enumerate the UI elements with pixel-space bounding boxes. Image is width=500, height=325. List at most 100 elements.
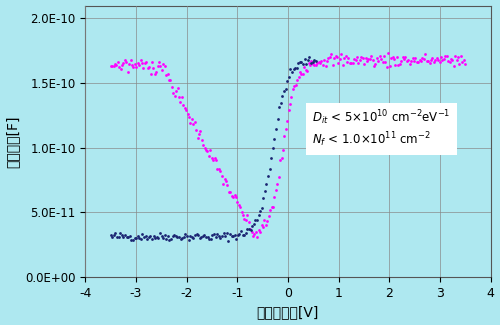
Point	[136, 57, 144, 62]
Point	[336, 56, 344, 61]
Point	[442, 54, 450, 59]
Point	[138, 61, 146, 66]
Point	[303, 68, 311, 73]
Point	[259, 225, 267, 230]
Point	[329, 62, 337, 68]
Point	[206, 148, 214, 153]
Point	[360, 61, 368, 67]
Point	[277, 100, 285, 106]
Point	[226, 189, 234, 194]
Point	[343, 59, 351, 65]
Point	[154, 235, 162, 240]
Point	[186, 121, 194, 126]
Point	[438, 57, 446, 62]
Point	[236, 205, 244, 210]
Point	[172, 89, 180, 94]
Point	[135, 63, 143, 68]
Point	[174, 85, 182, 90]
Point	[164, 233, 172, 239]
Point	[224, 182, 232, 187]
Point	[424, 58, 432, 63]
Point	[154, 64, 162, 69]
Point	[432, 55, 440, 60]
Point	[291, 65, 299, 70]
Point	[396, 62, 404, 67]
Point	[195, 132, 203, 137]
Point	[454, 55, 462, 60]
Point	[310, 58, 318, 63]
Point	[264, 214, 272, 219]
Point	[140, 234, 148, 240]
Point	[124, 235, 132, 240]
Point	[334, 60, 342, 66]
Point	[348, 60, 356, 65]
X-axis label: ゲート電圧[V]: ゲート電圧[V]	[256, 306, 319, 319]
Point	[138, 231, 146, 236]
Point	[292, 82, 300, 87]
Point	[170, 93, 178, 98]
Point	[390, 57, 398, 62]
Point	[204, 148, 212, 153]
Point	[304, 60, 312, 65]
Point	[167, 236, 175, 241]
Point	[230, 233, 238, 238]
Point	[198, 234, 205, 240]
Point	[324, 55, 332, 60]
Point	[122, 235, 130, 240]
Point	[108, 234, 116, 239]
Point	[330, 55, 338, 60]
Point	[275, 105, 283, 110]
Point	[312, 63, 320, 68]
Point	[309, 61, 317, 66]
Point	[212, 158, 220, 163]
Point	[353, 54, 361, 59]
Point	[319, 63, 327, 68]
Point	[110, 63, 118, 69]
Point	[118, 232, 126, 238]
Point	[249, 233, 257, 238]
Point	[417, 58, 425, 63]
Point	[226, 232, 234, 237]
Point	[194, 135, 202, 140]
Point	[416, 57, 424, 62]
Point	[368, 57, 376, 62]
Point	[162, 73, 170, 78]
Point	[393, 54, 401, 59]
Point	[357, 54, 365, 59]
Point	[222, 230, 230, 236]
Point	[199, 142, 207, 147]
Point	[256, 230, 264, 235]
Point	[126, 57, 134, 62]
Point	[128, 238, 136, 243]
Point	[333, 54, 341, 59]
Point	[284, 74, 292, 80]
Point	[184, 237, 192, 242]
Point	[175, 234, 183, 240]
Point	[118, 63, 126, 68]
Point	[318, 59, 326, 64]
Point	[218, 174, 226, 179]
Point	[338, 51, 345, 57]
Point	[252, 229, 260, 235]
Point	[128, 62, 136, 68]
Point	[356, 58, 364, 63]
Point	[446, 59, 454, 64]
Point	[196, 235, 203, 240]
Point	[254, 227, 262, 233]
Point	[398, 55, 406, 60]
Point	[264, 174, 272, 179]
Point	[434, 58, 442, 63]
Point	[378, 60, 386, 65]
Point	[269, 146, 277, 151]
Point	[221, 234, 229, 239]
Point	[270, 194, 278, 199]
Point	[229, 195, 237, 200]
Point	[412, 56, 420, 61]
Point	[283, 78, 291, 84]
Point	[245, 220, 253, 225]
Point	[376, 54, 384, 59]
Point	[292, 66, 300, 71]
Point	[358, 56, 366, 61]
Point	[364, 56, 372, 61]
Point	[188, 235, 196, 240]
